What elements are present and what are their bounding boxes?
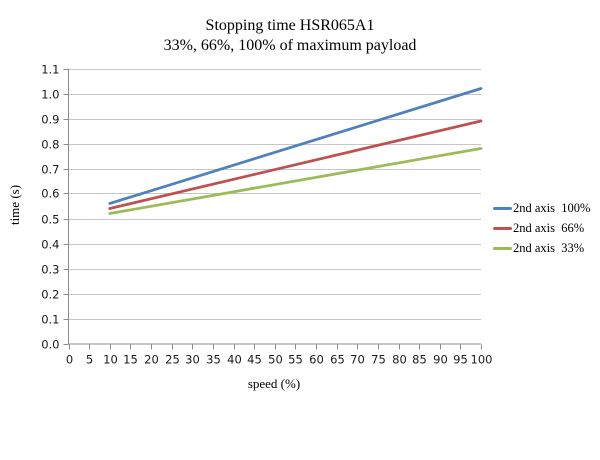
x-tick-label: 10: [103, 353, 118, 367]
legend-swatch-100-icon: [493, 206, 512, 210]
x-tick-label: 5: [86, 353, 93, 367]
x-tick-label: 50: [268, 353, 283, 367]
x-tick-label: 95: [453, 353, 468, 367]
legend-label-100: 2nd axis 100%: [513, 200, 591, 215]
y-tick-label: 0.3: [41, 263, 59, 277]
y-tick-label: 0.1: [41, 313, 59, 327]
x-tick-label: 65: [330, 353, 345, 367]
x-tick-label: 30: [185, 353, 200, 367]
series-line-2: [108, 147, 483, 215]
legend-swatch-33-icon: [493, 246, 512, 250]
x-tick-label: 90: [433, 353, 448, 367]
legend-label-33: 2nd axis 33%: [513, 240, 585, 255]
y-tick-label: 0.7: [41, 163, 59, 177]
x-tick-label: 60: [309, 353, 324, 367]
x-tick-label: 70: [350, 353, 365, 367]
chart-subtitle: 33%, 66%, 100% of maximum payload: [163, 37, 417, 54]
x-tick-label: 20: [144, 353, 159, 367]
y-axis-title: time (s): [7, 184, 22, 226]
x-tick-label: 15: [123, 353, 138, 367]
x-tick-label: 35: [206, 353, 221, 367]
x-tick-label: 100: [471, 353, 493, 367]
chart-title-block: Stopping time HSR065A1 33%, 66%, 100% of…: [0, 16, 580, 56]
x-tick-label: 75: [371, 353, 386, 367]
y-tick-label: 0.5: [41, 213, 59, 227]
y-tick-label: 0.4: [41, 238, 59, 252]
legend-item-33: 2nd axis 33%: [493, 238, 590, 258]
y-tick-label: 0.6: [41, 187, 59, 201]
x-tick-label: 0: [66, 353, 73, 367]
y-tick-label: 0.9: [41, 113, 59, 127]
x-axis-title: speed (%): [247, 376, 301, 391]
y-tick-label: 1.0: [41, 88, 59, 102]
x-tick-label: 45: [247, 353, 262, 367]
x-tick-label: 85: [412, 353, 427, 367]
legend-swatch-66-icon: [493, 226, 512, 230]
y-tick-label: 0.2: [41, 288, 59, 302]
legend-label-66: 2nd axis 66%: [513, 220, 585, 235]
chart-title: Stopping time HSR065A1: [205, 17, 375, 34]
x-tick-label: 25: [165, 353, 180, 367]
legend-item-100: 2nd axis 100%: [493, 198, 590, 218]
y-tick-label: 0.0: [41, 338, 59, 352]
series-line-0: [108, 87, 483, 205]
x-tick-label: 80: [392, 353, 407, 367]
x-tick-label: 55: [288, 353, 303, 367]
series-line-1: [108, 119, 483, 210]
x-tick-label: 40: [227, 353, 242, 367]
legend-item-66: 2nd axis 66%: [493, 218, 590, 238]
y-tick-label: 0.8: [41, 138, 59, 152]
y-tick-label: 1.1: [41, 63, 59, 77]
legend: 2nd axis 100% 2nd axis 66% 2nd axis 33%: [493, 198, 590, 258]
